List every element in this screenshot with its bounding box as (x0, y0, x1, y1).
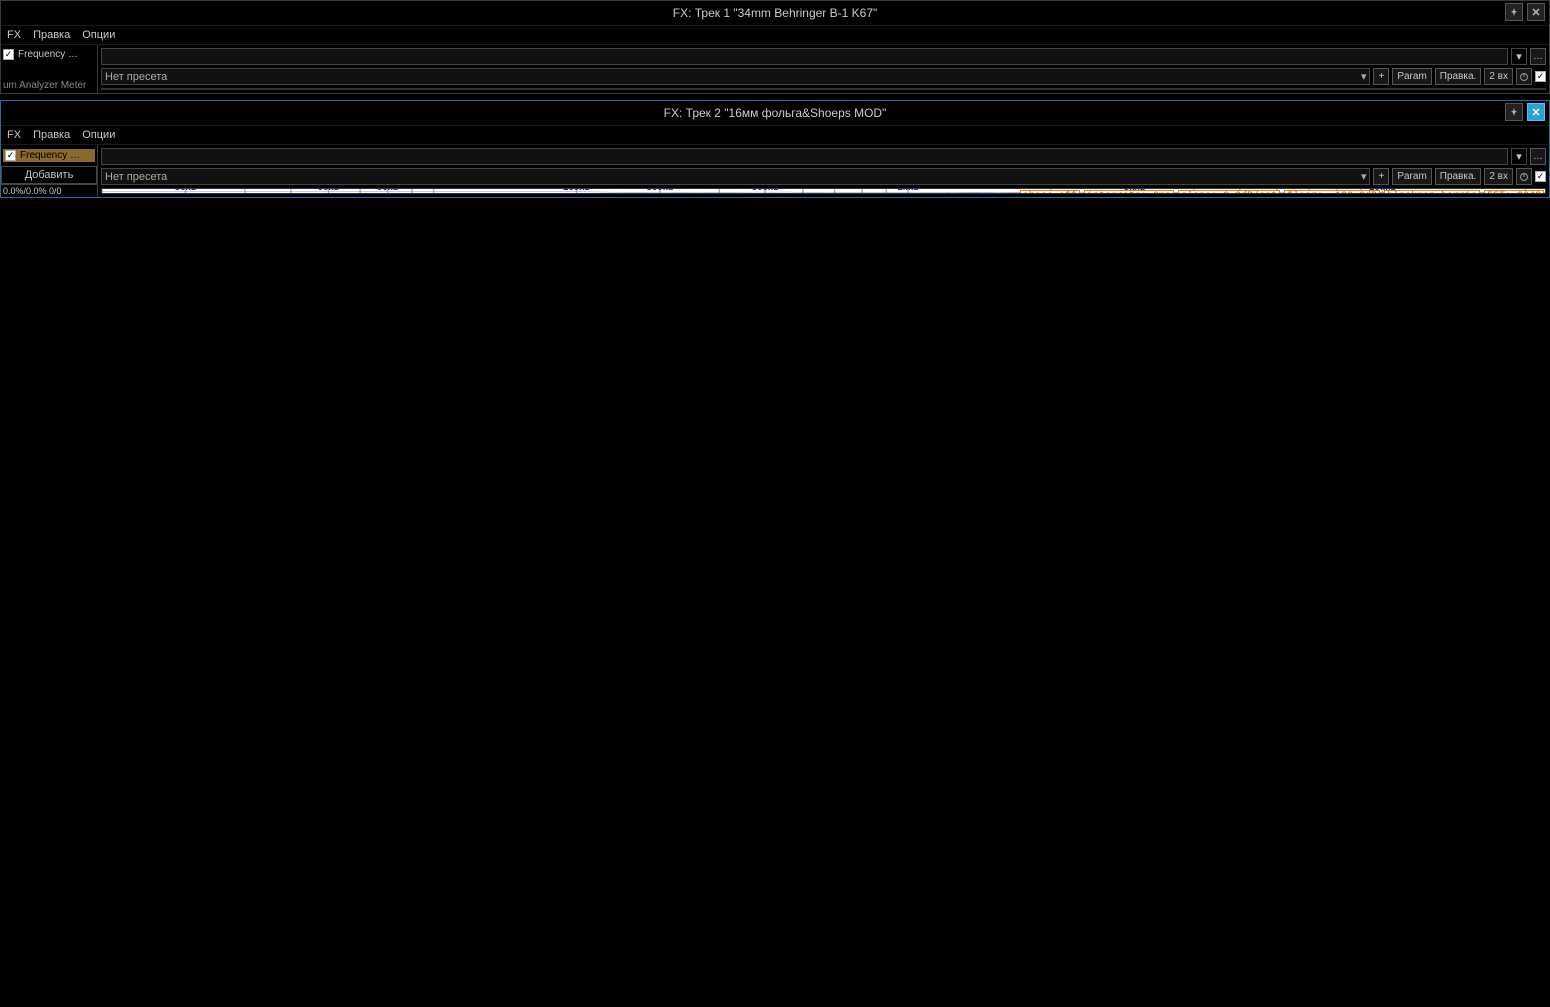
chevron-down-icon: ▾ (1361, 170, 1367, 183)
fx-slot[interactable]: ✓ Frequency … (3, 149, 95, 162)
freq-label: 10kHz (1369, 88, 1396, 89)
analyzer-param[interactable]: FFT: 2048 (1484, 190, 1544, 194)
freq-label: 200Hz (563, 188, 590, 193)
freq-label: 200Hz (563, 88, 590, 89)
close-button[interactable] (1527, 103, 1545, 121)
menu-item[interactable]: FX (7, 29, 21, 41)
bypass-button[interactable] (1516, 68, 1532, 85)
menu-button[interactable]: … (1530, 48, 1546, 65)
freq-label: 1kHz (897, 88, 919, 89)
analyzer-param[interactable]: floor: -120.0dB (1284, 190, 1380, 194)
pin-button[interactable] (1505, 103, 1523, 121)
freq-label: 60Hz (318, 88, 340, 89)
menubar: FX Правка Опции (1, 125, 1549, 145)
window-title: FX: Трек 2 "16мм фольга&Shoeps MOD" (664, 106, 887, 120)
menu-item[interactable]: Опции (82, 129, 115, 141)
analyzer-params: phase off integrate: 0ms slope: 0.0dB/oct f… (1019, 189, 1545, 194)
menubar: FX Правка Опции (1, 25, 1549, 45)
analyzer-param[interactable]: integrate: 0ms (1084, 190, 1174, 194)
freq-label: 500Hz (752, 188, 779, 193)
param-button[interactable]: Param (1392, 68, 1431, 85)
io-button[interactable]: 2 вх (1484, 68, 1513, 85)
freq-label: 30Hz (175, 88, 197, 89)
preset-add-button[interactable]: + (1373, 68, 1389, 85)
menu-item[interactable]: Правка (33, 29, 70, 41)
power-icon (1519, 172, 1529, 182)
menu-item[interactable]: Опции (82, 29, 115, 41)
analyzer-params: phase offintegrate: 0msslope: 0.0dB/octf… (1019, 89, 1545, 90)
menu-item[interactable]: Правка (33, 129, 70, 141)
dropdown-button[interactable]: ▾ (1511, 148, 1527, 165)
fx-name: Frequency … (18, 49, 78, 60)
analyzer-param[interactable]: phase off (1020, 190, 1080, 194)
preset-add-button[interactable]: + (1373, 168, 1389, 185)
freq-label: 80Hz (377, 88, 399, 89)
power-icon (1519, 72, 1529, 82)
close-icon (1532, 108, 1540, 116)
spectrum-analyzer: phase off integrate: 0ms slope: 0.0dB/oct f… (101, 188, 1546, 194)
window-title: FX: Трек 1 "34mm Behringer B-1 K67" (673, 6, 878, 20)
pin-button[interactable] (1505, 3, 1523, 21)
edit-button[interactable]: Правка. (1435, 68, 1482, 85)
fx-search-input[interactable] (101, 148, 1508, 165)
fx-enable-checkbox[interactable]: ✓ (5, 150, 16, 161)
add-fx-button[interactable]: Добавить (1, 166, 97, 184)
fx-sidebar: ✓ Frequency … um Analyzer Meter (1, 45, 98, 93)
analyzer-param[interactable]: blackman-harris (1384, 190, 1480, 194)
fx-window: FX: Трек 2 "16мм фольга&Shoeps MOD" FX Пр… (0, 100, 1550, 198)
fx-search-input[interactable] (101, 48, 1508, 65)
preset-select[interactable]: Нет пресета ▾ (101, 168, 1370, 185)
io-button[interactable]: 2 вх (1484, 168, 1513, 185)
freq-label: 3kHz (1124, 88, 1146, 89)
menu-item[interactable]: FX (7, 129, 21, 141)
freq-label: 500Hz (752, 88, 779, 89)
freq-label: 80Hz (377, 188, 399, 193)
analyzer-param[interactable]: slope: 0.0dB/oct (1178, 190, 1280, 194)
sidebar-text: um Analyzer Meter (1, 78, 97, 93)
fx-window: FX: Трек 1 "34mm Behringer B-1 K67" FX Пр… (0, 0, 1550, 94)
close-icon (1532, 8, 1540, 16)
titlebar: FX: Трек 1 "34mm Behringer B-1 K67" (1, 1, 1549, 25)
titlebar: FX: Трек 2 "16мм фольга&Shoeps MOD" (1, 101, 1549, 125)
preset-label: Нет пресета (105, 71, 167, 83)
preset-label: Нет пресета (105, 171, 167, 183)
wet-checkbox[interactable]: ✓ (1535, 71, 1546, 82)
freq-label: 300Hz (646, 88, 673, 89)
freq-axis: 30Hz 60Hz 80Hz 200Hz 300Hz 500Hz 1kHz 3kHz 10kHz (102, 88, 1545, 89)
bypass-button[interactable] (1516, 168, 1532, 185)
edit-button[interactable]: Правка. (1435, 168, 1482, 185)
pin-icon (1509, 107, 1519, 117)
fx-enable-checkbox[interactable]: ✓ (3, 49, 14, 60)
fx-sidebar: ✓ Frequency … Добавить 0.0%/0.0% 0/0 (1, 145, 98, 197)
close-button[interactable] (1527, 3, 1545, 21)
freq-label: 300Hz (646, 188, 673, 193)
fx-slot[interactable]: ✓ Frequency … (3, 49, 95, 60)
fx-main: ▾ … Нет пресета ▾ + Param Правка. 2 вх ✓ (98, 145, 1549, 197)
chevron-down-icon: ▾ (1361, 70, 1367, 83)
wet-checkbox[interactable]: ✓ (1535, 171, 1546, 182)
menu-button[interactable]: … (1530, 148, 1546, 165)
freq-label: 60Hz (318, 188, 340, 193)
freq-label: 1kHz (897, 188, 919, 193)
fx-name: Frequency … (20, 150, 80, 161)
freq-label: 30Hz (175, 188, 197, 193)
dropdown-button[interactable]: ▾ (1511, 48, 1527, 65)
fx-main: ▾ … Нет пресета ▾ + Param Правка. 2 вх ✓ (98, 45, 1549, 93)
spectrum-analyzer: phase offintegrate: 0msslope: 0.0dB/octf… (101, 88, 1546, 90)
param-button[interactable]: Param (1392, 168, 1431, 185)
preset-select[interactable]: Нет пресета ▾ (101, 68, 1370, 85)
pin-icon (1509, 7, 1519, 17)
cpu-status: 0.0%/0.0% 0/0 (1, 184, 97, 197)
